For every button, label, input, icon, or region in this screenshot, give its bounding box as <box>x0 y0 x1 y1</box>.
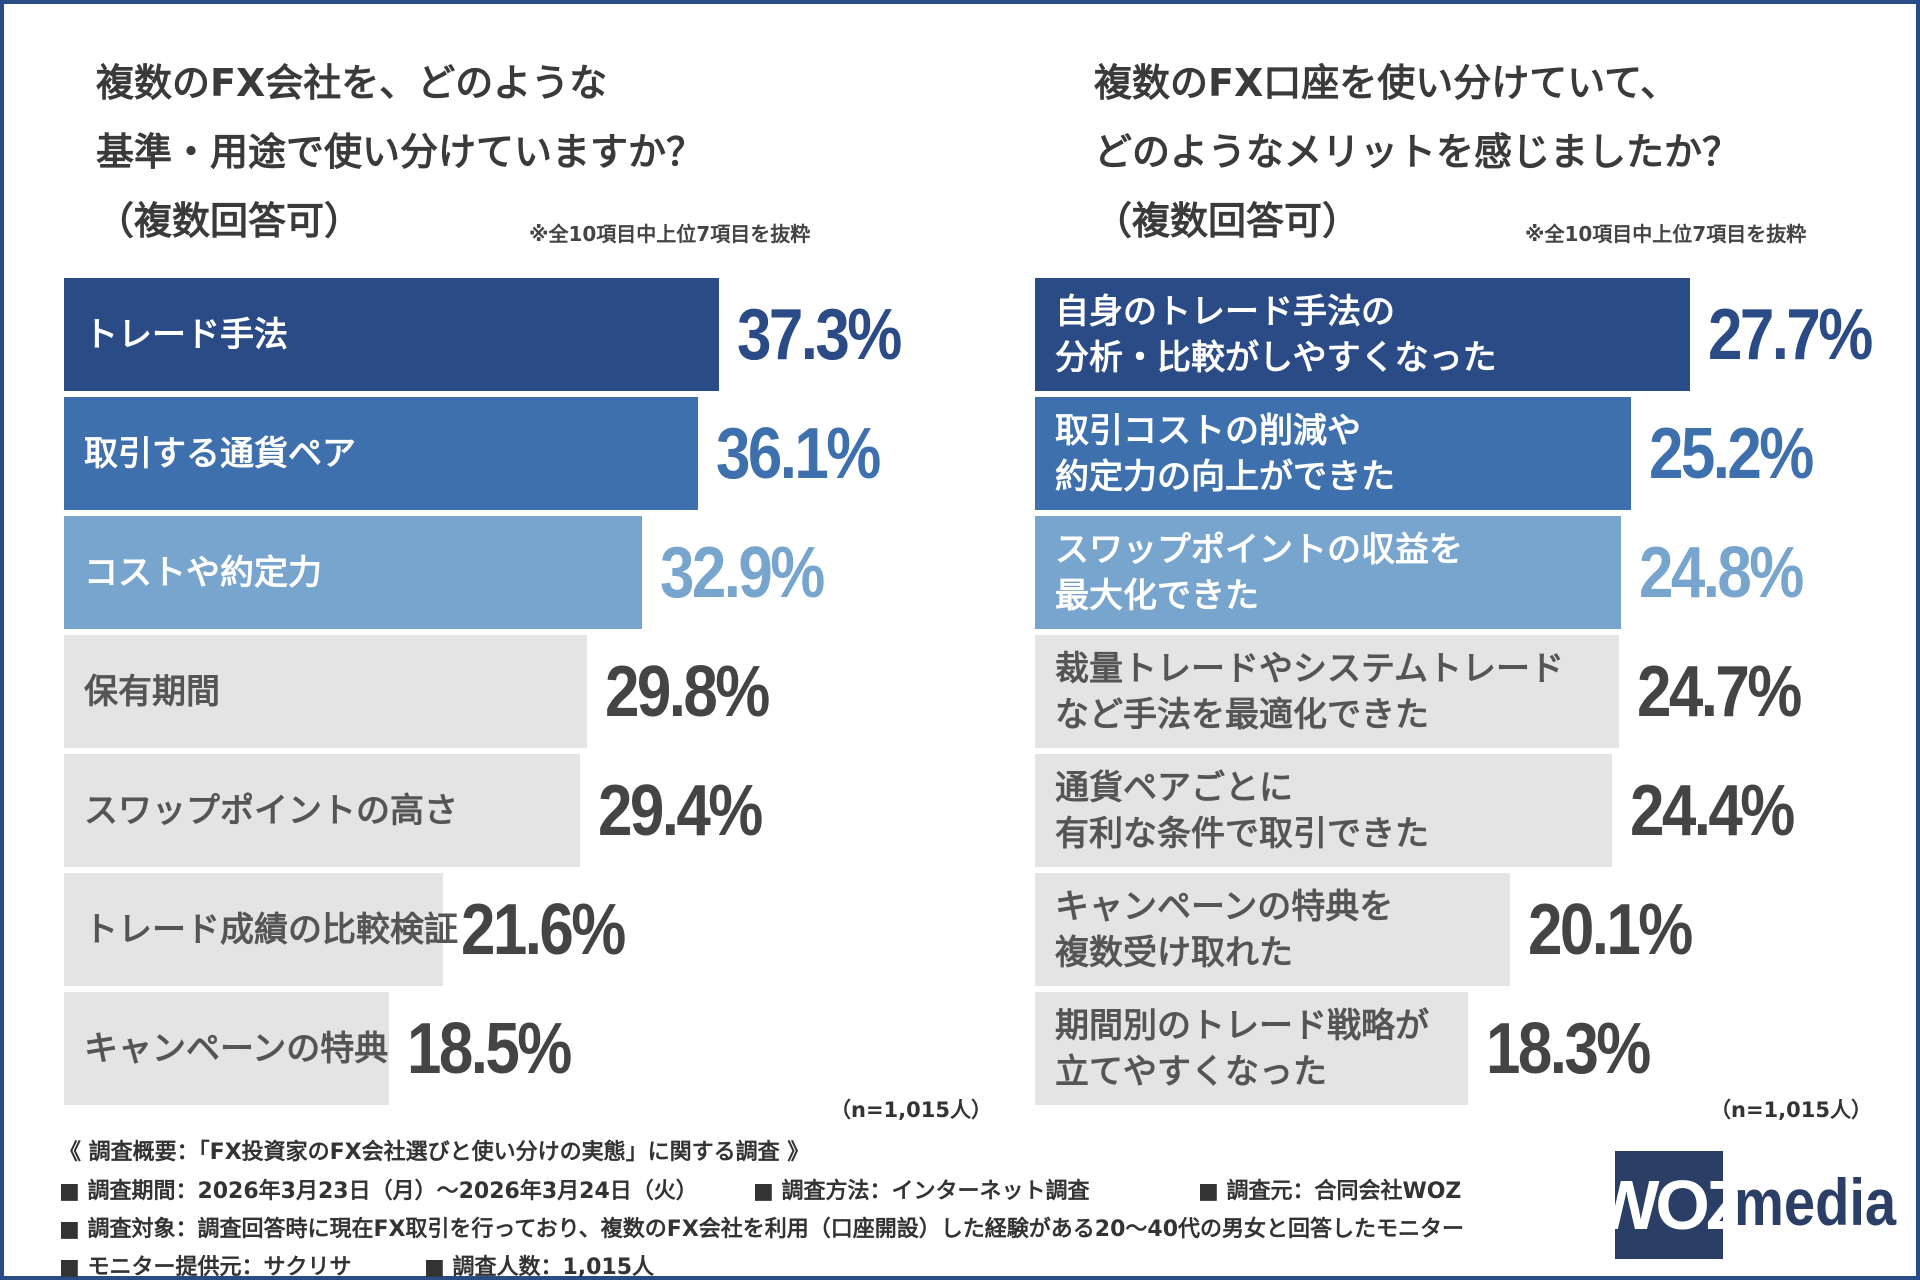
category-label: 自身のトレード手法の 分析・比較がしやすくなった <box>1055 291 1497 378</box>
category-label: 取引コストの削減や 約定力の向上ができた <box>1055 410 1395 497</box>
footer-item: ■ 調査期間：2026年3月23日（月）～2026年3月24日（火） <box>59 1179 698 1204</box>
category-label: コストや約定力 <box>84 552 322 593</box>
footer-heading: 《 調査概要：「FX投資家のFX会社選びと使い分けの実態」に関する調査 》 <box>59 1140 810 1165</box>
footer-item: ■ 調査対象：調査回答時に現在FX取引を行っており、複数のFX会社を利用（口座開… <box>59 1217 1465 1242</box>
bar <box>64 397 698 510</box>
value-label: 29.8% <box>605 651 770 732</box>
logo-box: WOZ <box>1593 1151 1749 1259</box>
bar <box>64 278 719 391</box>
category-label: 期間別のトレード戦略が 立てやすくなった <box>1055 1005 1429 1092</box>
category-label: 通貨ペアごとに 有利な条件で取引できた <box>1055 767 1429 854</box>
value-label: 24.7% <box>1637 651 1802 732</box>
chart-note: ※全10項目中上位7項目を抜粋 <box>1525 222 1807 246</box>
category-label: 裁量トレードやシステムトレード など手法を最適化できた <box>1055 648 1564 735</box>
value-label: 29.4% <box>598 770 763 851</box>
category-label: 取引する通貨ペア <box>84 433 356 474</box>
bar <box>64 873 444 986</box>
value-label: 37.3% <box>737 294 902 375</box>
logo-text: media <box>1734 1165 1897 1239</box>
category-label: キャンペーンの特典 <box>84 1028 389 1069</box>
value-label: 36.1% <box>715 413 881 494</box>
footer-item: ■ 調査人数：1,015人 <box>424 1255 655 1280</box>
bar <box>64 992 389 1105</box>
bar <box>64 754 581 867</box>
value-label: 24.8% <box>1639 532 1804 613</box>
bar <box>1035 516 1622 629</box>
chart-title: 複数のFX会社を、どのような 基準・用途で使い分けていますか？ （複数回答可） <box>96 61 705 243</box>
category-label: 保有期間 <box>84 671 220 712</box>
bar <box>1035 873 1511 986</box>
category-label: キャンペーンの特典を 複数受け取れた <box>1055 886 1394 973</box>
bar <box>64 516 642 629</box>
category-label: スワップポイントの高さ <box>84 790 458 831</box>
category-label: スワップポイントの収益を 最大化できた <box>1055 529 1463 616</box>
bar <box>64 635 588 748</box>
bar <box>1035 397 1631 510</box>
bar <box>1035 278 1690 391</box>
value-label: 32.9% <box>659 532 825 613</box>
value-label: 25.2% <box>1648 413 1814 494</box>
value-label: 21.6% <box>461 889 626 970</box>
value-label: 18.3% <box>1485 1008 1651 1089</box>
bar <box>1035 754 1612 867</box>
chart-note: ※全10項目中上位7項目を抜粋 <box>529 222 811 246</box>
chart-title: 複数のFX口座を使い分けていて、 どのようなメリットを感じましたか？ （複数回答… <box>1094 61 1741 243</box>
bar <box>1035 992 1468 1105</box>
category-label: トレード手法 <box>84 314 288 355</box>
value-label: 18.5% <box>406 1008 572 1089</box>
category-label: トレード成績の比較検証 <box>84 909 458 950</box>
bar <box>1035 635 1620 748</box>
value-label: 20.1% <box>1528 889 1693 970</box>
footer-item: ■ モニター提供元：サクリサ <box>59 1255 352 1280</box>
value-label: 24.4% <box>1629 770 1795 851</box>
value-label: 27.7% <box>1708 294 1873 375</box>
sample-size: （n=1,015人） <box>830 1098 992 1122</box>
footer-item: ■ 調査元：合同会社WOZ <box>1198 1179 1462 1204</box>
footer-item: ■ 調査方法：インターネット調査 <box>753 1179 1090 1204</box>
sample-size: （n=1,015人） <box>1710 1098 1872 1122</box>
